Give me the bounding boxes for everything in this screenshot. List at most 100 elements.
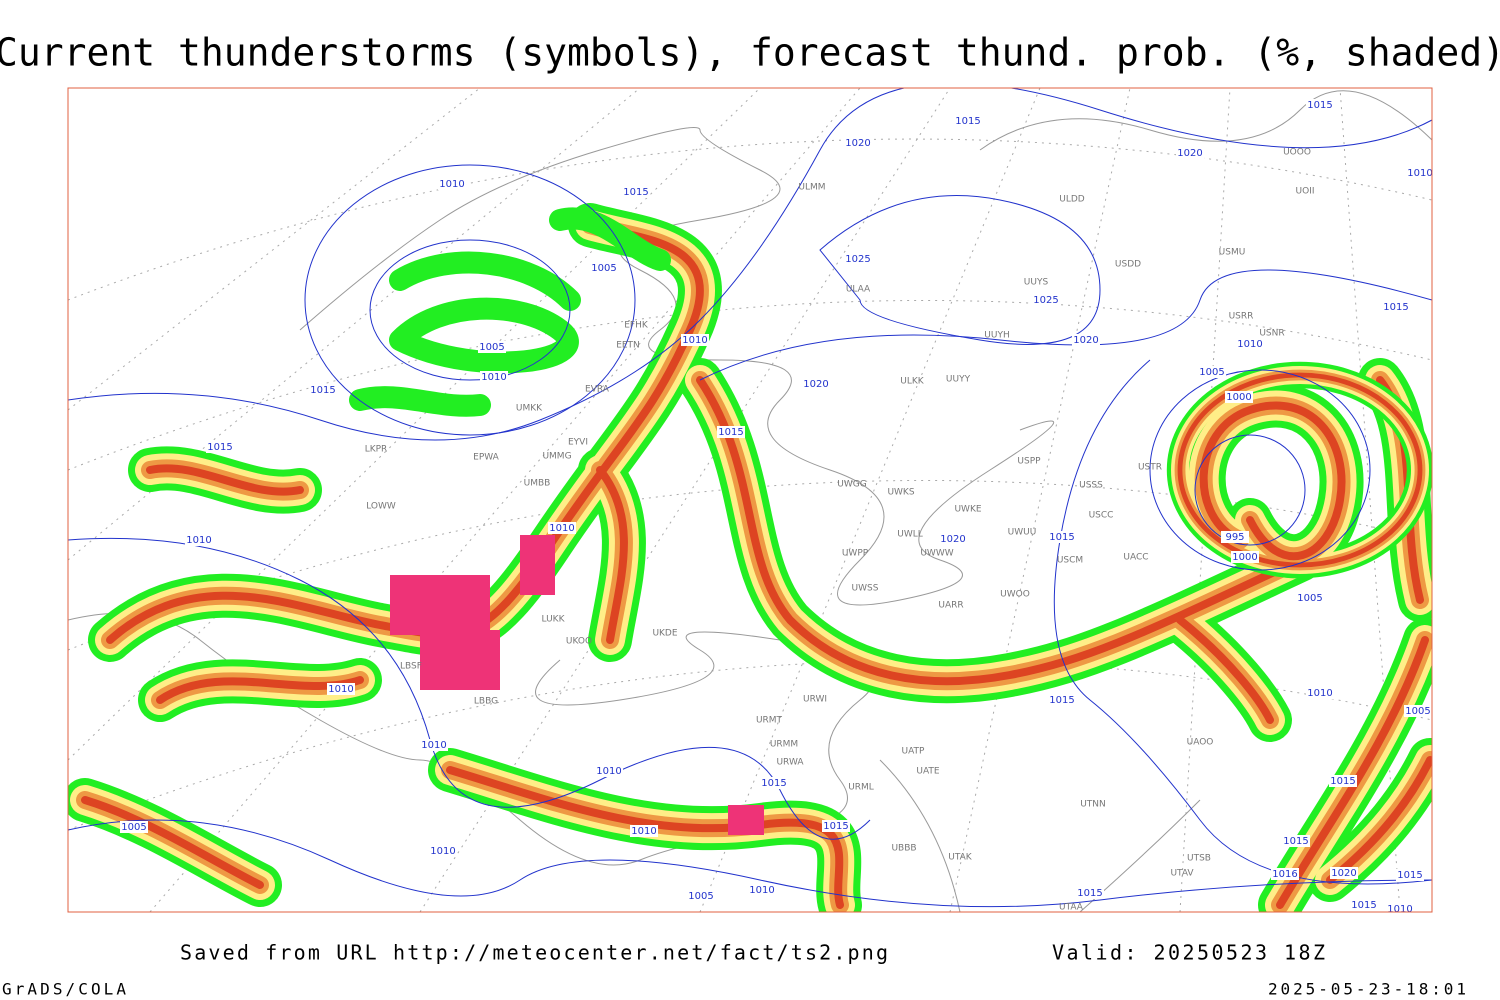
isobar-label-bg [1271,868,1299,880]
isobar-label: 1000 [1232,552,1257,563]
isobar-label: 1015 [718,427,743,438]
probability-band [389,297,579,374]
station-label: USMU [1219,248,1246,258]
station-label: EVRA [585,385,610,395]
station-label: EFHK [624,321,649,331]
station-label: UWSS [852,584,879,594]
isobar-label: 1015 [1397,870,1422,881]
isobar-label: 1005 [1199,367,1224,378]
station-label: UWLL [897,530,923,540]
station-label: UATE [916,767,940,777]
isobar-label: 1010 [1407,168,1432,179]
station-label: URWA [776,758,804,768]
isobar-label: 1015 [1077,888,1102,899]
isobar-label-bg [1221,531,1249,543]
isobar-label: 1005 [479,342,504,353]
isobar-label: 1015 [955,116,980,127]
isobar-label-bg [1329,775,1357,787]
isobar-label: 1016 [1272,869,1297,880]
station-label: LBBG [474,697,498,707]
isobar-label: 1015 [623,187,648,198]
isobar-label-bg [1198,366,1226,378]
station-label: UWOO [1000,590,1030,600]
station-label: ULMM [798,183,825,193]
isobar-label-bg [681,334,709,346]
isobar-label-bg [438,178,466,190]
isobar-label: 1015 [207,442,232,453]
isobar-label: 1015 [1351,900,1376,911]
isobar-label: 1015 [310,385,335,396]
probability-band [1176,616,1274,724]
probability-spiral [1199,401,1346,561]
isobar-label-bg [1032,294,1060,306]
station-label: UTAK [948,853,973,863]
isobars [68,88,1432,908]
station-label: EPWA [473,453,500,463]
station-label: UOII [1296,187,1315,197]
isobar-label-bg [760,777,788,789]
probability-band [389,251,581,311]
isobar-label: 1010 [328,684,353,695]
station-label: UMBB [524,479,551,489]
station-label: URWI [803,695,827,705]
station-label: UWUU [1008,528,1037,538]
isobar-label-bg [622,186,650,198]
station-label: LUKK [542,615,566,625]
station-label: UMMG [542,452,571,462]
isobar-label-bg [1282,835,1310,847]
isobar-label-bg [1382,301,1410,313]
isobar-label-bg [185,534,213,546]
probability-band [549,207,671,271]
station-label: UTAA [1059,903,1084,913]
station-label: UUYY [946,375,971,385]
station-label: UTAV [1170,869,1194,879]
station-label: LBSF [400,662,422,672]
isobar-label: 1020 [1177,148,1202,159]
isobar-label-bg [1386,903,1414,912]
graticule [68,88,1432,912]
isobar-label-bg [327,683,355,695]
isobar-label: 1010 [186,535,211,546]
probability-high [390,575,490,635]
isobar-label-bg [1231,551,1259,563]
isobar-label: 1000 [1226,392,1251,403]
title: Current thunderstorms (symbols), forecas… [0,31,1500,75]
station-label: USDD [1115,260,1141,270]
station-label: URML [848,783,874,793]
isobar-label: 1010 [1307,688,1332,699]
isobar-label: 1015 [823,821,848,832]
station-label: UWGG [837,480,866,490]
station-label: USRR [1229,312,1254,322]
isobar-label-bg [844,253,872,265]
isobar-label: 1015 [761,778,786,789]
station-label: UWWW [920,549,953,559]
isobar-label: 1020 [1073,335,1098,346]
isobar-label: 1010 [682,335,707,346]
probability-band [349,386,491,417]
isobar-label-bg [480,371,508,383]
probability-band [1276,636,1429,909]
isobar-label: 1015 [1330,776,1355,787]
station-label: UWKE [954,505,981,515]
station-label: LOWW [366,502,396,512]
isobar-label: 1010 [1387,904,1412,915]
valid-time: Valid: 20250523 18Z [1052,941,1325,965]
isobar-label-bg [1404,705,1432,717]
station-label: USCC [1089,511,1114,521]
station-label: URMM [770,740,798,750]
isobar-label: 1015 [1307,100,1332,111]
isobar-label-bg [748,884,776,896]
isobar-label: 1015 [1049,695,1074,706]
isobar-label-bg [590,262,618,274]
isobar-label-bg [1076,887,1104,899]
isobar-label-bg [120,821,148,833]
isobar-label-bg [1225,391,1253,403]
isobar-label-bg [844,137,872,149]
station-label: USTR [1138,463,1162,473]
isobar-label-bg [1176,147,1204,159]
isobar-label: 1005 [1297,593,1322,604]
isobar-label-bg [1048,694,1076,706]
station-label: UACC [1123,553,1148,563]
